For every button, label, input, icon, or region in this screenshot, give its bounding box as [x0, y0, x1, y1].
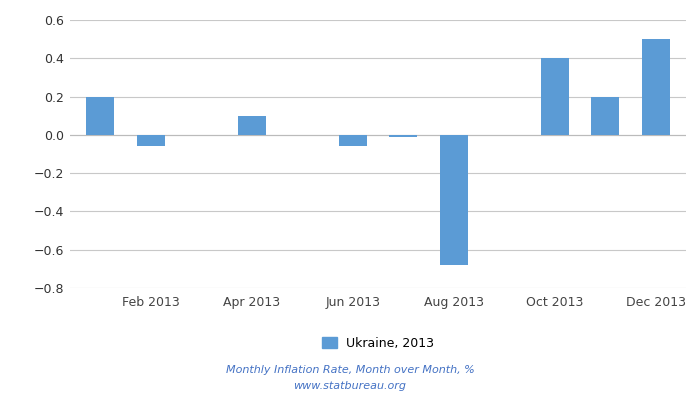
- Bar: [137, 135, 164, 146]
- Bar: [541, 58, 568, 135]
- Bar: [440, 135, 468, 265]
- Bar: [592, 96, 619, 135]
- Text: www.statbureau.org: www.statbureau.org: [293, 381, 407, 391]
- Bar: [238, 116, 266, 135]
- Legend: Ukraine, 2013: Ukraine, 2013: [316, 332, 440, 355]
- Bar: [339, 135, 367, 146]
- Bar: [86, 96, 114, 135]
- Bar: [642, 39, 670, 135]
- Bar: [389, 135, 417, 137]
- Text: Monthly Inflation Rate, Month over Month, %: Monthly Inflation Rate, Month over Month…: [225, 365, 475, 375]
